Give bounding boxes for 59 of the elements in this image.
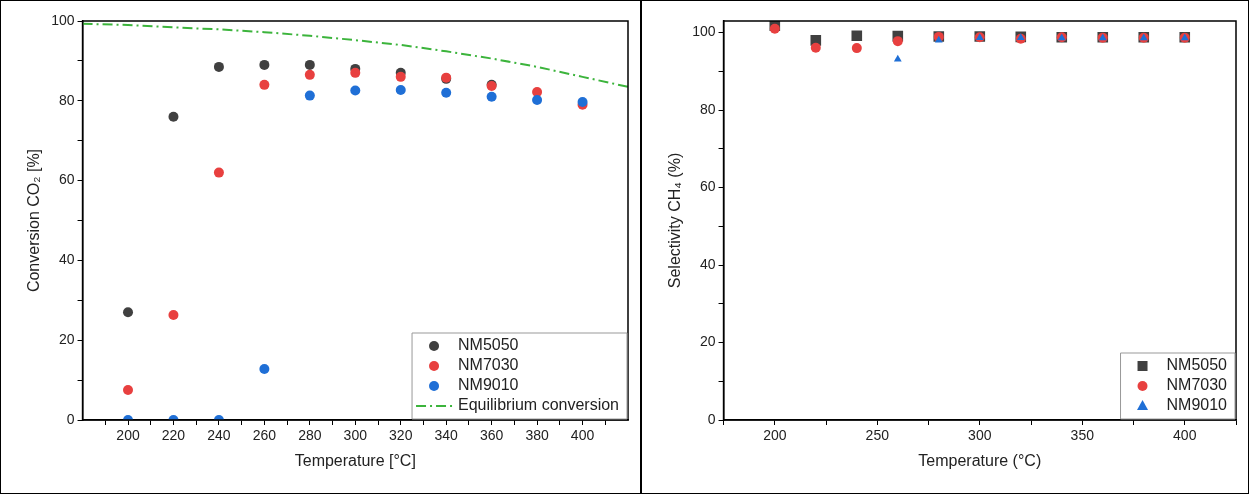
point <box>304 69 315 80</box>
y-axis-title: Conversion CO₂ [%] <box>25 148 43 293</box>
point <box>213 61 224 72</box>
x-tick-label: 280 <box>298 427 322 444</box>
x-tick-label: 300 <box>343 427 368 444</box>
y-tick-label: 100 <box>51 11 75 28</box>
point <box>395 85 406 96</box>
y-tick-label: 20 <box>58 331 75 348</box>
x-axis-title: Temperature (°C) <box>918 451 1042 469</box>
x-tick-label: 380 <box>525 427 549 444</box>
point <box>350 85 361 96</box>
y-tick-label: 60 <box>699 178 716 195</box>
y-tick-label: 60 <box>58 171 75 188</box>
y-tick-label: 40 <box>58 251 75 268</box>
point <box>123 385 134 396</box>
point <box>350 67 361 78</box>
point <box>213 167 224 178</box>
legend-label: NM7030 <box>458 356 519 374</box>
x-axis-title: Temperature [°C] <box>294 451 416 469</box>
legend-label: NM5050 <box>1166 356 1228 374</box>
point <box>304 90 315 101</box>
line-series <box>82 22 628 88</box>
x-tick-label: 200 <box>116 427 140 444</box>
legend-label: NM9010 <box>458 376 519 394</box>
y-tick-label: 100 <box>692 23 716 40</box>
x-tick-label: 350 <box>1070 427 1095 444</box>
point <box>168 111 179 122</box>
x-tick-label: 400 <box>1173 427 1197 444</box>
x-tick-label: 200 <box>763 427 787 444</box>
x-tick-label: 320 <box>389 427 413 444</box>
point <box>532 95 543 105</box>
y-tick-label: 80 <box>699 100 716 117</box>
x-tick-label: 220 <box>161 427 186 444</box>
x-tick-label: 240 <box>207 427 231 444</box>
x-tick-label: 260 <box>252 427 277 444</box>
point <box>441 87 452 98</box>
y-tick-label: 0 <box>66 410 75 427</box>
y-tick-label: 80 <box>58 91 75 108</box>
x-tick-label: 360 <box>479 427 504 444</box>
point <box>168 310 179 321</box>
legend-label: NM7030 <box>1166 376 1228 394</box>
y-tick-label: 0 <box>707 410 716 427</box>
x-tick-label: 340 <box>434 427 459 444</box>
point <box>259 59 270 70</box>
y-axis-title: Selectivity CH₄ (%) <box>666 152 684 289</box>
x-tick-label: 300 <box>968 427 992 444</box>
x-tick-label: 400 <box>570 427 595 444</box>
legend-label: Equilibrium conversion <box>458 396 620 414</box>
point <box>259 79 270 90</box>
point <box>304 59 315 70</box>
point <box>486 91 497 102</box>
legend-label: NM9010 <box>1166 396 1228 414</box>
point <box>395 71 406 82</box>
legend-label: NM5050 <box>458 336 519 354</box>
point <box>259 363 270 374</box>
point <box>123 307 134 318</box>
y-tick-label: 40 <box>699 255 716 272</box>
y-tick-label: 20 <box>699 333 716 350</box>
x-tick-label: 250 <box>865 427 890 444</box>
